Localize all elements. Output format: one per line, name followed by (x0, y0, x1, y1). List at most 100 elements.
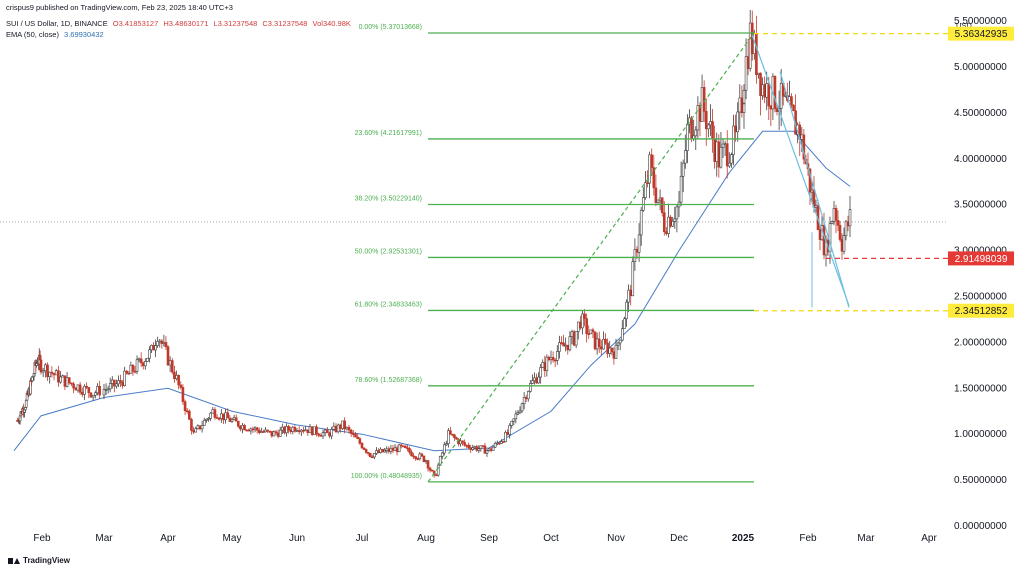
candle-body (473, 446, 477, 449)
candle-body (551, 357, 555, 361)
candle-body (276, 432, 280, 437)
candle-body (531, 380, 534, 384)
candle-body (139, 358, 143, 364)
tradingview-brand[interactable]: TradingView (8, 556, 70, 565)
candle-body (39, 359, 43, 373)
candle-body (230, 419, 234, 422)
candle-body (319, 435, 323, 437)
candle-body (520, 403, 524, 412)
candle-body (129, 364, 133, 374)
price-marker-label: 2.34512852 (955, 306, 1008, 317)
candle-body (102, 389, 106, 396)
candle-body (368, 453, 372, 458)
candle-body (143, 361, 147, 367)
candle-body (736, 111, 740, 133)
candle-body (553, 359, 557, 362)
fib-level-label: 61.80% (2.34833463) (355, 301, 422, 308)
fib-level-label: 100.00% (0.48048935) (351, 473, 422, 480)
candle-body (278, 429, 282, 437)
candle-body (516, 412, 520, 415)
candle-body (451, 433, 454, 436)
fib-level-label: 38.20% (3.50229140) (355, 195, 422, 202)
candle-body (633, 249, 637, 262)
candle-body (545, 356, 549, 371)
candle-body (487, 448, 491, 451)
candle-body (654, 187, 658, 203)
y-tick-label: 1.00000000 (954, 429, 1007, 440)
candle-body (360, 443, 364, 449)
candle-body (371, 456, 374, 459)
candle-body (251, 428, 255, 431)
candle-body (426, 460, 430, 469)
candle-body (125, 370, 129, 374)
candle-body (673, 218, 677, 222)
candle-body (63, 375, 67, 387)
candle-body (410, 451, 413, 457)
candle-body (264, 429, 267, 433)
candle-body (522, 397, 526, 405)
candle-body (597, 338, 601, 347)
candle-body (352, 433, 355, 435)
candle-body (123, 370, 126, 386)
candle-body (740, 97, 744, 114)
candle-body (217, 418, 221, 420)
candle-body (469, 447, 473, 450)
candle-body (310, 426, 314, 435)
candle-body (656, 199, 660, 203)
candle-body (576, 321, 580, 332)
candle-body (192, 430, 195, 433)
candle-body (76, 384, 80, 391)
candle-body (465, 444, 468, 447)
candle-body (236, 420, 240, 427)
candle-body (41, 370, 45, 373)
candle-body (399, 444, 403, 447)
candle-body (205, 418, 208, 421)
candle-body (117, 380, 120, 385)
candle-body (529, 383, 532, 392)
candle-body (483, 445, 487, 454)
candle-body (593, 331, 597, 350)
tradingview-logo-icon (8, 557, 20, 565)
x-tick-label: Mar (857, 533, 875, 544)
candle-body (583, 313, 586, 319)
candle-body (85, 385, 88, 388)
candle-body (349, 429, 353, 434)
candle-body (222, 413, 225, 421)
candle-body (424, 460, 428, 462)
currency-label: USD (956, 21, 972, 30)
x-tick-label: Feb (33, 533, 51, 544)
candle-body (690, 117, 693, 140)
candle-body (209, 412, 212, 419)
candle-body (445, 443, 448, 446)
candle-body (539, 367, 542, 378)
candle-body (725, 143, 729, 167)
fib-trend-line (427, 32, 755, 483)
candle-body (709, 121, 712, 126)
candle-body (59, 376, 62, 383)
candle-body (620, 328, 624, 341)
candle-body (508, 425, 511, 435)
candle-body (228, 417, 232, 422)
candle-body (65, 377, 69, 387)
candle-body (175, 374, 178, 379)
candle-body (604, 338, 607, 344)
x-tick-label: Dec (670, 533, 688, 544)
candle-body (800, 134, 804, 140)
candle-body (434, 474, 438, 477)
y-tick-label: 0.00000000 (954, 521, 1007, 532)
candle-body (667, 216, 670, 234)
candle-body (775, 108, 779, 113)
low-value: L3.31237548 (213, 19, 258, 28)
candle-body (614, 344, 618, 359)
candle-body (537, 376, 540, 384)
candle-body (121, 382, 124, 386)
candle-body (150, 344, 153, 351)
candle-body (746, 56, 750, 69)
candle-body (587, 333, 591, 335)
candle-body (475, 446, 479, 451)
high-value: H3.48630171 (163, 19, 209, 28)
x-tick-label: Jun (289, 533, 305, 544)
candle-body (836, 220, 840, 226)
candle-body (608, 347, 612, 354)
